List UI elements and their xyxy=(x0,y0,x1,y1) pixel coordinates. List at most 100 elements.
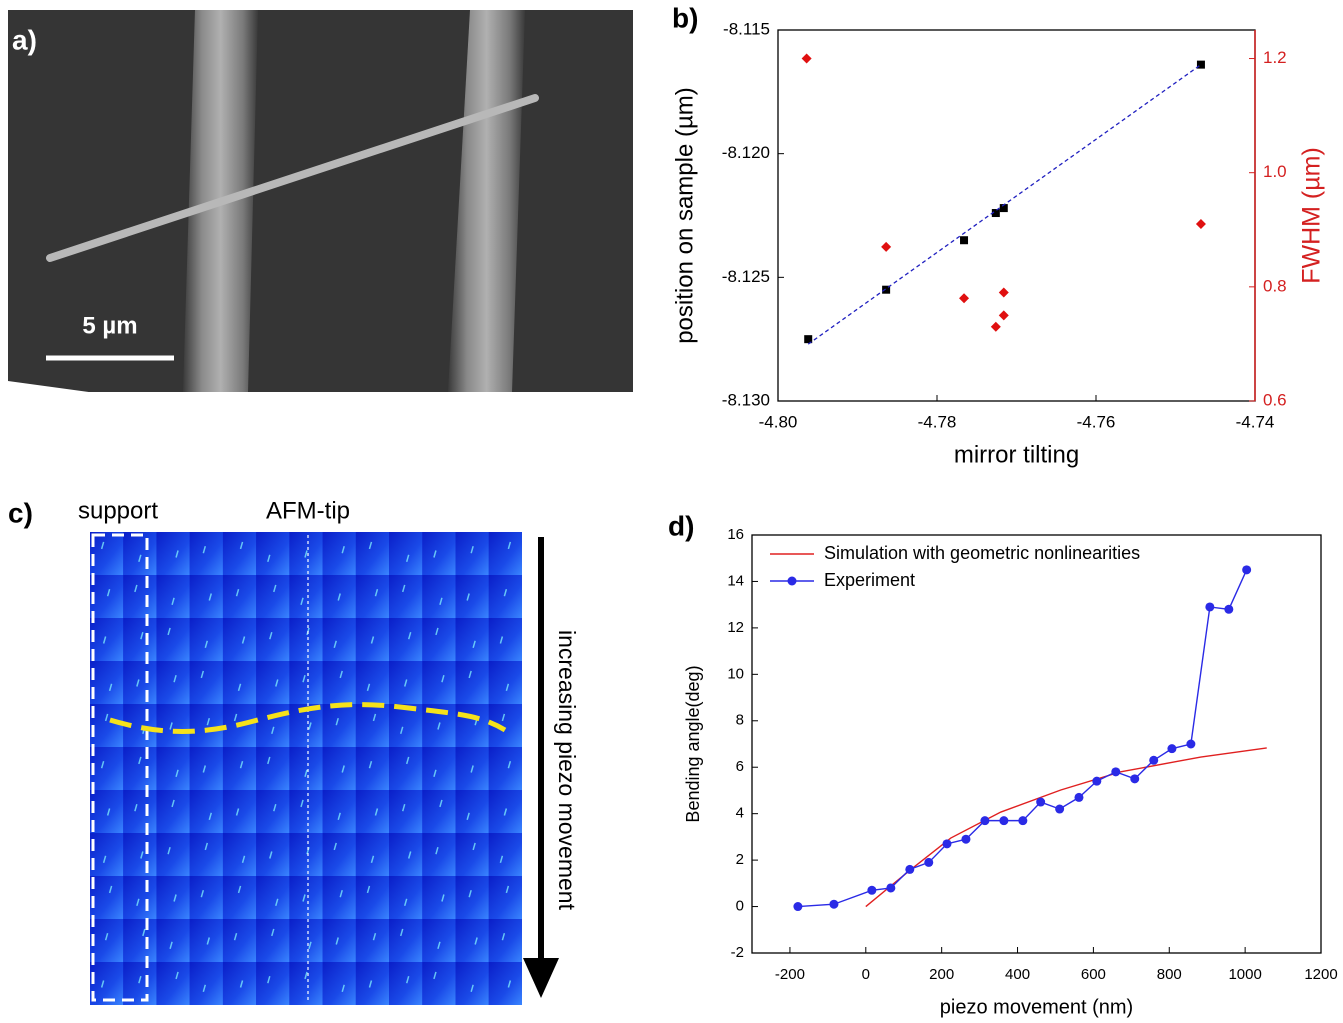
tile xyxy=(488,575,522,618)
tile xyxy=(422,833,456,876)
streak xyxy=(138,554,142,563)
streak xyxy=(206,937,211,945)
streak xyxy=(368,980,373,988)
streak xyxy=(439,597,443,606)
nanowire xyxy=(46,94,539,262)
tile xyxy=(422,575,456,618)
tile xyxy=(256,532,290,575)
point xyxy=(1092,776,1102,786)
point xyxy=(999,204,1008,213)
tile xyxy=(389,919,423,962)
tile xyxy=(389,833,423,876)
point xyxy=(960,236,969,245)
tile xyxy=(189,833,223,876)
tile xyxy=(322,618,356,661)
streak xyxy=(374,808,379,816)
point xyxy=(999,816,1009,826)
streak xyxy=(237,683,242,692)
streak xyxy=(204,842,209,851)
y-axis-label: Bending angle(deg) xyxy=(683,665,703,822)
streak xyxy=(233,932,238,941)
streak xyxy=(468,670,472,679)
tile xyxy=(256,704,290,747)
tile xyxy=(289,919,323,962)
tile xyxy=(189,575,223,618)
tile xyxy=(422,661,456,704)
x-tick-label: 800 xyxy=(1157,966,1182,983)
panel-label: d) xyxy=(668,510,694,541)
tile xyxy=(123,919,157,962)
y-tick-label: -8.115 xyxy=(723,19,770,38)
y-tick-label: -8.130 xyxy=(722,390,770,409)
tile xyxy=(389,876,423,919)
tile xyxy=(455,919,489,962)
tile xyxy=(189,790,223,833)
streak xyxy=(102,636,107,644)
point xyxy=(1018,816,1028,826)
point xyxy=(881,241,892,252)
tile xyxy=(455,532,489,575)
streak xyxy=(441,674,445,683)
streak xyxy=(275,898,279,907)
tile xyxy=(322,747,356,790)
streak xyxy=(435,627,439,636)
tile xyxy=(256,790,290,833)
streak xyxy=(202,765,207,773)
streak xyxy=(405,554,410,563)
streak xyxy=(433,971,437,980)
point xyxy=(980,816,990,826)
streak xyxy=(407,851,412,859)
sem-image xyxy=(8,10,633,392)
streak xyxy=(102,855,107,864)
tile xyxy=(123,575,157,618)
tile xyxy=(355,833,390,876)
tiles xyxy=(90,532,522,1005)
tile xyxy=(289,962,323,1005)
tile xyxy=(455,661,489,704)
x-tick-label: 600 xyxy=(1081,966,1106,983)
streak xyxy=(399,928,404,937)
panel-label: b) xyxy=(672,2,698,33)
tile xyxy=(488,618,522,661)
tile xyxy=(189,876,223,919)
streak xyxy=(501,713,506,722)
x-axis-label: mirror tilting xyxy=(954,441,1079,468)
streak xyxy=(437,941,441,950)
streak xyxy=(142,928,146,937)
tile xyxy=(222,962,257,1005)
streak xyxy=(269,851,273,859)
streak xyxy=(108,683,113,692)
y-tick-label: 0 xyxy=(736,898,744,915)
point xyxy=(1242,565,1252,575)
tile xyxy=(422,919,456,962)
streak xyxy=(374,588,379,597)
streak xyxy=(237,885,242,894)
tile xyxy=(123,661,157,704)
tile xyxy=(355,532,390,575)
tile xyxy=(256,661,290,704)
streak xyxy=(267,756,271,765)
tile xyxy=(488,962,522,1005)
streak xyxy=(304,769,308,778)
y-tick-label: 6 xyxy=(736,758,744,775)
tile xyxy=(289,661,323,704)
streak xyxy=(341,765,345,773)
streak xyxy=(233,713,238,722)
streak xyxy=(372,932,377,941)
streak xyxy=(275,679,279,687)
tile xyxy=(189,919,223,962)
streak xyxy=(505,683,510,692)
tile xyxy=(355,790,390,833)
x-tick-label: -4.80 xyxy=(759,412,798,431)
streak xyxy=(372,713,377,722)
tile xyxy=(90,790,124,833)
tile xyxy=(322,962,356,1005)
streak xyxy=(401,584,406,593)
tile xyxy=(256,747,290,790)
image-corner xyxy=(8,381,96,393)
streak xyxy=(472,640,476,649)
tile xyxy=(123,747,157,790)
streak xyxy=(468,889,472,898)
streak xyxy=(304,550,308,558)
streak xyxy=(136,898,140,907)
